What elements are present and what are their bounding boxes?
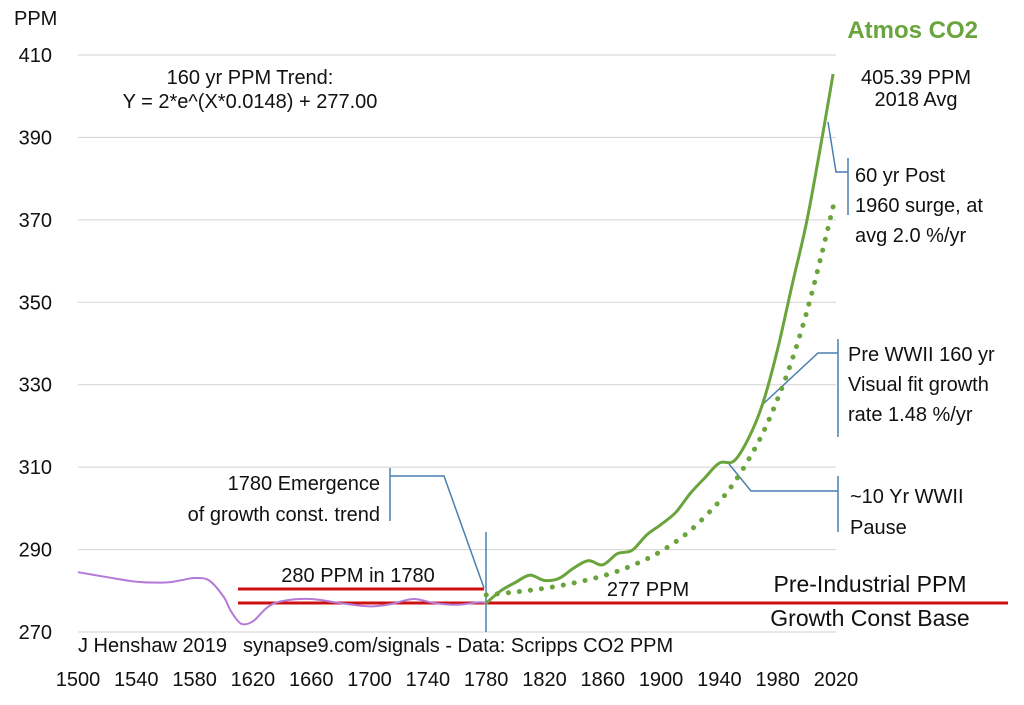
latest-value-label: 2018 Avg	[874, 89, 957, 111]
surge-note-1: 60 yr Post	[855, 165, 945, 187]
data-source: synapse9.com/signals - Data: Scripps CO2…	[243, 635, 673, 657]
x-tick-1660: 1660	[289, 669, 334, 691]
x-tick-2020: 2020	[814, 669, 859, 691]
y-tick-330: 330	[19, 375, 52, 397]
emergence-note-1: 1780 Emergence	[228, 473, 380, 495]
series-trend-fit	[483, 204, 836, 598]
pause-note-1: ~10 Yr WWII	[850, 486, 964, 508]
latest-value: 405.39 PPM	[861, 67, 971, 89]
x-tick-1820: 1820	[522, 669, 567, 691]
ref-label-280: 280 PPM in 1780	[281, 565, 434, 587]
x-tick-1900: 1900	[639, 669, 684, 691]
x-tick-1540: 1540	[114, 669, 159, 691]
series-atmos-co2	[485, 73, 835, 605]
y-axis-label: PPM	[14, 8, 57, 30]
x-tick-1620: 1620	[231, 669, 276, 691]
x-tick-1940: 1940	[697, 669, 742, 691]
emergence-note-2: of growth const. trend	[188, 504, 380, 526]
y-axis-ticks: 270 290 310 330 350 370 390 410	[19, 45, 52, 644]
prewwii-note-1: Pre WWII 160 yr	[848, 344, 995, 366]
gridlines	[78, 54, 836, 633]
pause-note-2: Pause	[850, 517, 907, 539]
ref-label-277: 277 PPM	[607, 579, 689, 601]
prewwii-note-3: rate 1.48 %/yr	[848, 404, 973, 426]
baseline-label-1: Pre-Industrial PPM	[773, 571, 966, 597]
callout-surge	[827, 121, 849, 215]
x-tick-1700: 1700	[347, 669, 392, 691]
callout-emergence	[389, 468, 485, 589]
baseline-label-2: Growth Const Base	[770, 605, 969, 631]
callout-pause	[728, 463, 839, 532]
y-tick-370: 370	[19, 210, 52, 232]
trend-title: 160 yr PPM Trend:	[167, 67, 334, 89]
series-pre-industrial	[77, 571, 487, 626]
surge-note-3: avg 2.0 %/yr	[855, 225, 967, 247]
x-tick-1740: 1740	[406, 669, 451, 691]
y-tick-390: 390	[19, 127, 52, 149]
x-tick-1780: 1780	[464, 669, 509, 691]
x-axis-ticks: 1500 1540 1580 1620 1660 1700 1740 1780 1820 1860…	[56, 669, 859, 691]
x-tick-1980: 1980	[755, 669, 800, 691]
x-tick-1500: 1500	[56, 669, 101, 691]
y-tick-350: 350	[19, 292, 52, 314]
x-tick-1860: 1860	[581, 669, 626, 691]
y-tick-310: 310	[19, 457, 52, 479]
prewwii-note-2: Visual fit growth	[848, 374, 989, 396]
reference-lines: 280 PPM in 1780 277 PPM	[238, 565, 1008, 605]
y-tick-410: 410	[19, 45, 52, 67]
y-tick-270: 270	[19, 622, 52, 644]
callout-prewwii	[761, 339, 839, 437]
author-credit: J Henshaw 2019	[78, 635, 227, 657]
y-tick-290: 290	[19, 540, 52, 562]
x-tick-1580: 1580	[172, 669, 217, 691]
callout-lines	[389, 121, 849, 632]
trend-equation: Y = 2*e^(X*0.0148) + 277.00	[123, 91, 378, 113]
surge-note-2: 1960 surge, at	[855, 195, 983, 217]
data-series	[77, 73, 836, 626]
chart-title: Atmos CO2	[847, 17, 978, 44]
